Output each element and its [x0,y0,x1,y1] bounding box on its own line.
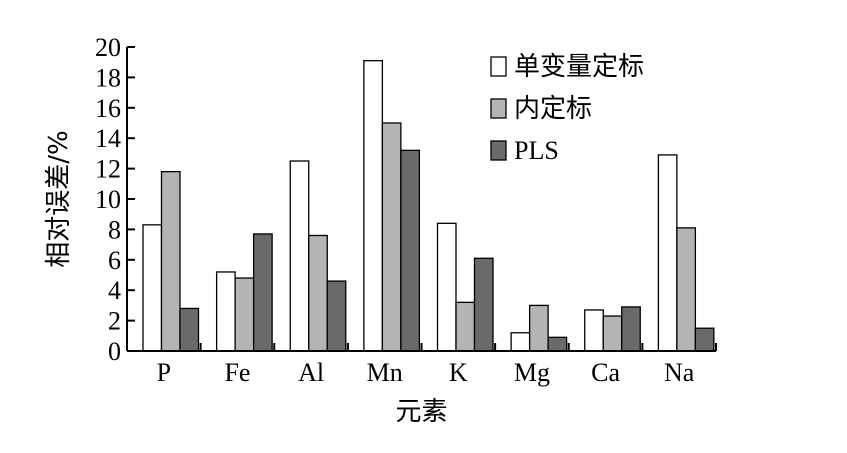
x-tick-label-k: K [449,358,468,387]
y-tick-label: 18 [95,63,121,92]
bar-p-series-2 [160,170,181,352]
bar-fe-series-1 [215,271,236,352]
y-tick-label: 4 [108,276,121,305]
y-axis-label: 相对误差/% [44,130,74,267]
x-tick-label-mg: Mg [514,358,550,387]
bar-mg-series-2 [528,304,549,352]
y-tick-label: 20 [95,33,121,62]
x-tick-label-na: Na [664,358,695,387]
bar-al-series-3 [326,280,347,352]
bar-al-series-2 [308,234,328,352]
bar-mg-series-3 [547,336,568,352]
legend-swatch-3 [490,140,507,161]
y-tick-label: 0 [108,337,121,366]
legend-swatch-2 [490,98,507,119]
bar-k-series-1 [436,222,457,352]
bar-p-series-3 [179,307,200,352]
legend-label-1: 单变量定标 [514,52,644,82]
bar-k-series-3 [473,257,494,352]
y-tick-label: 14 [95,124,121,153]
bar-mn-series-1 [363,60,384,352]
bar-na-series-2 [676,227,697,352]
legend-label-2: 内定标 [514,94,592,124]
y-tick-label: 16 [95,94,121,123]
y-tick-label: 12 [95,155,121,184]
bar-ca-series-2 [602,315,623,352]
bar-mg-series-1 [510,332,531,352]
y-tick-label: 10 [95,185,121,214]
bar-mn-series-3 [400,149,421,352]
x-ticks-group: P Fe Al Mn K Mg Ca Na [126,343,717,387]
y-tick-label: 8 [108,215,121,244]
bar-fe-series-2 [234,277,255,352]
bar-p-series-1 [142,224,163,352]
x-axis-label: 元素 [395,397,447,427]
y-tick-label: 2 [108,307,121,336]
bar-al-series-1 [289,160,310,352]
x-tick-label-mn: Mn [367,358,403,387]
bar-na-series-1 [657,154,678,352]
x-tick-label-fe: Fe [224,358,250,387]
x-tick-label-ca: Ca [591,358,620,387]
bars-group [142,60,715,352]
bar-mn-series-2 [381,122,402,352]
legend-label-3: PLS [514,136,559,165]
y-tick-label: 6 [108,246,121,275]
x-tick-label-p: P [157,358,171,387]
x-tick-label-al: Al [298,358,324,387]
bar-na-series-3 [694,327,715,352]
bar-k-series-2 [455,301,476,352]
bar-ca-series-3 [621,306,641,352]
legend-swatch-1 [490,56,507,77]
bar-fe-series-3 [252,233,273,352]
bar-ca-series-1 [584,309,604,352]
